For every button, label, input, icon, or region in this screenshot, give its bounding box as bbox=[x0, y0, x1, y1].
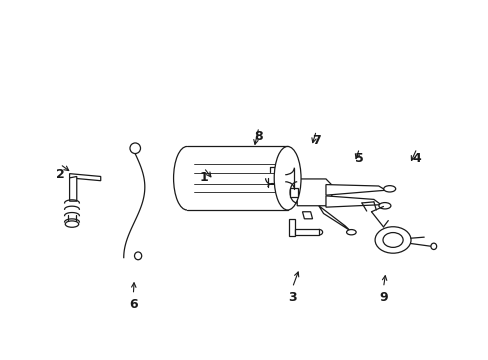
Text: 1: 1 bbox=[199, 171, 208, 184]
Ellipse shape bbox=[274, 147, 301, 210]
Ellipse shape bbox=[378, 203, 390, 209]
Text: 4: 4 bbox=[412, 152, 421, 165]
Polygon shape bbox=[325, 185, 385, 195]
Ellipse shape bbox=[130, 143, 140, 154]
Text: 7: 7 bbox=[311, 134, 320, 147]
Text: 5: 5 bbox=[354, 152, 363, 165]
Text: 3: 3 bbox=[287, 291, 296, 304]
Ellipse shape bbox=[346, 230, 355, 235]
Text: 8: 8 bbox=[254, 130, 263, 143]
Polygon shape bbox=[297, 179, 335, 206]
Ellipse shape bbox=[430, 243, 436, 249]
Polygon shape bbox=[288, 219, 294, 237]
Ellipse shape bbox=[374, 227, 410, 253]
Ellipse shape bbox=[134, 252, 142, 260]
Text: 9: 9 bbox=[378, 291, 387, 304]
Ellipse shape bbox=[383, 186, 395, 192]
Text: 6: 6 bbox=[129, 298, 137, 311]
Polygon shape bbox=[69, 174, 101, 181]
Ellipse shape bbox=[382, 233, 402, 247]
Polygon shape bbox=[294, 229, 318, 235]
Polygon shape bbox=[325, 196, 380, 207]
Polygon shape bbox=[69, 176, 77, 201]
Polygon shape bbox=[302, 212, 312, 219]
Ellipse shape bbox=[65, 221, 79, 227]
Text: 2: 2 bbox=[56, 167, 64, 180]
Polygon shape bbox=[289, 188, 298, 197]
Polygon shape bbox=[318, 206, 349, 230]
